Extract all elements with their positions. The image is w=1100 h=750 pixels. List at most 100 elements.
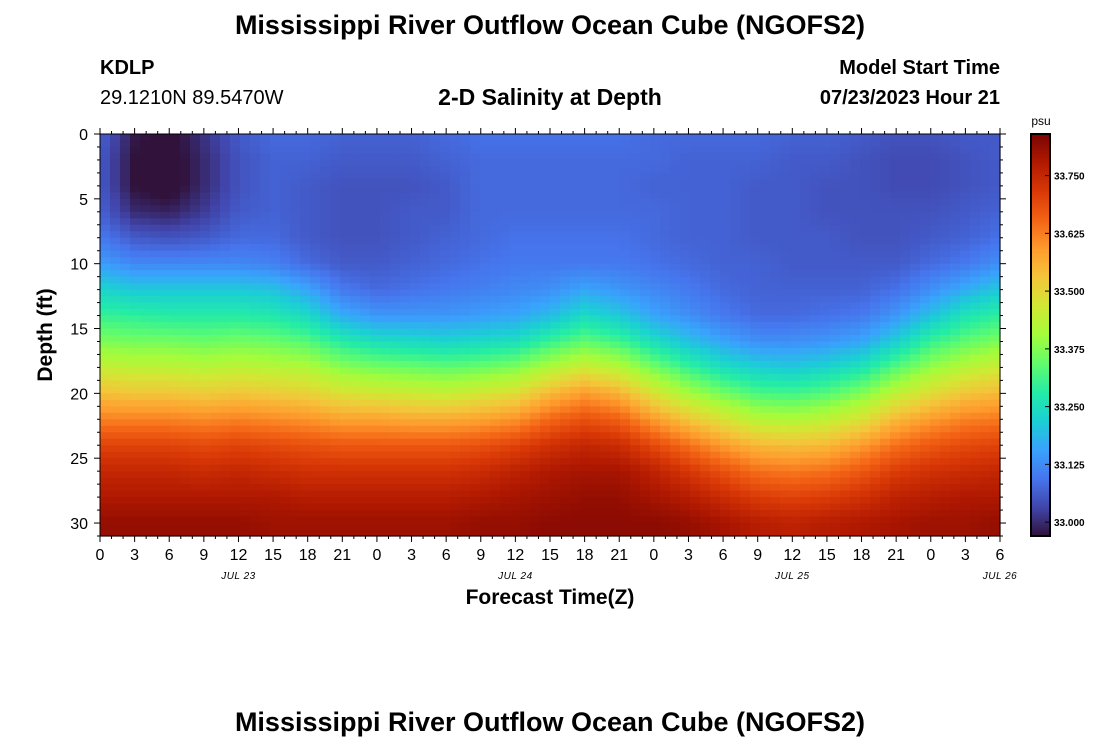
heatmap-cell: [230, 224, 241, 232]
heatmap-cell: [490, 270, 501, 278]
heatmap-cell: [220, 309, 231, 317]
heatmap-cell: [530, 367, 541, 375]
heatmap-cell: [490, 179, 501, 187]
heatmap-cell: [810, 432, 821, 440]
heatmap-cell: [170, 490, 181, 498]
heatmap-cell: [290, 296, 301, 304]
heatmap-cell: [630, 211, 641, 219]
heatmap-cell: [840, 347, 851, 356]
heatmap-cell: [480, 231, 491, 239]
heatmap-cell: [230, 373, 241, 381]
heatmap-cell: [140, 322, 151, 330]
heatmap-cell: [580, 445, 591, 453]
heatmap-cell: [100, 315, 111, 323]
heatmap-cell: [260, 451, 271, 459]
heatmap-cell: [580, 159, 591, 168]
heatmap-cell: [510, 367, 521, 375]
heatmap-cell: [280, 438, 291, 446]
heatmap-cell: [920, 406, 931, 414]
heatmap-cell: [770, 464, 781, 472]
heatmap-cell: [850, 419, 861, 427]
heatmap-cell: [540, 451, 551, 459]
heatmap-cell: [290, 490, 301, 498]
heatmap-cell: [830, 399, 841, 407]
heatmap-cell: [530, 283, 541, 291]
heatmap-cell: [490, 224, 501, 232]
heatmap-cell: [320, 198, 331, 206]
heatmap-cell: [190, 172, 201, 180]
heatmap-cell: [230, 335, 241, 343]
heatmap-cell: [700, 309, 711, 317]
heatmap-cell: [730, 399, 741, 407]
heatmap-cell: [630, 354, 641, 362]
heatmap-cell: [610, 192, 621, 200]
heatmap-cell: [180, 211, 191, 219]
heatmap-cell: [950, 263, 961, 271]
heatmap-cell: [250, 270, 261, 278]
heatmap-cell: [960, 464, 971, 472]
heatmap-cell: [260, 172, 271, 180]
heatmap-cell: [750, 484, 761, 492]
heatmap-cell: [960, 328, 971, 336]
heatmap-cell: [740, 328, 751, 336]
heatmap-cell: [990, 211, 1001, 219]
heatmap-cell: [490, 205, 501, 213]
heatmap-cell: [810, 237, 821, 245]
heatmap-cell: [180, 425, 191, 433]
heatmap-cell: [600, 373, 611, 381]
heatmap-cell: [520, 276, 531, 284]
heatmap-cell: [830, 315, 841, 323]
heatmap-cell: [820, 360, 831, 369]
heatmap-cell: [660, 471, 671, 479]
heatmap-cell: [550, 432, 561, 440]
heatmap-cell: [160, 166, 171, 174]
heatmap-cell: [650, 296, 661, 304]
heatmap-cell: [930, 425, 941, 433]
heatmap-cell: [820, 224, 831, 232]
heatmap-cell: [730, 302, 741, 310]
heatmap-cell: [760, 354, 771, 362]
heatmap-cell: [780, 464, 791, 472]
heatmap-cell: [690, 471, 701, 479]
heatmap-cell: [980, 244, 991, 252]
heatmap-cell: [230, 159, 241, 168]
heatmap-cell: [120, 257, 131, 265]
heatmap-cell: [560, 451, 571, 459]
heatmap-cell: [250, 458, 261, 466]
heatmap-cell: [670, 250, 681, 258]
heatmap-cell: [120, 341, 131, 349]
heatmap-cell: [170, 179, 181, 187]
heatmap-cell: [390, 146, 401, 155]
heatmap-cell: [180, 146, 191, 155]
heatmap-cell: [500, 458, 511, 466]
heatmap-cell: [990, 393, 1001, 401]
heatmap-cell: [910, 425, 921, 433]
heatmap-cell: [940, 458, 951, 466]
heatmap-cell: [580, 198, 591, 206]
heatmap-cell: [620, 296, 631, 304]
heatmap-cell: [410, 146, 421, 155]
heatmap-cell: [670, 425, 681, 433]
heatmap-cell: [180, 477, 191, 485]
heatmap-cell: [110, 296, 121, 304]
heatmap-cell: [650, 341, 661, 349]
heatmap-cell: [710, 432, 721, 440]
heatmap-cell: [500, 412, 511, 420]
heatmap-cell: [200, 373, 211, 381]
heatmap-cell: [390, 270, 401, 278]
heatmap-cell: [730, 263, 741, 271]
heatmap-cell: [640, 484, 651, 492]
heatmap-cell: [740, 335, 751, 343]
heatmap-cell: [890, 412, 901, 420]
heatmap-cell: [400, 159, 411, 168]
heatmap-cell: [590, 328, 601, 336]
heatmap-cell: [100, 412, 111, 420]
heatmap-cell: [140, 263, 151, 271]
heatmap-cell: [820, 322, 831, 330]
heatmap-cell: [210, 276, 221, 284]
heatmap-cell: [860, 393, 871, 401]
heatmap-cell: [690, 425, 701, 433]
heatmap-cell: [440, 289, 451, 297]
heatmap-cell: [190, 490, 201, 498]
heatmap-cell: [520, 289, 531, 297]
